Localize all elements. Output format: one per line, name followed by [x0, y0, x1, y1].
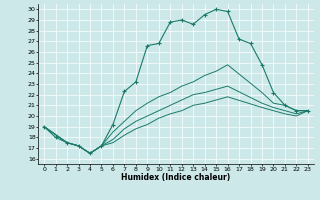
X-axis label: Humidex (Indice chaleur): Humidex (Indice chaleur)	[121, 173, 231, 182]
